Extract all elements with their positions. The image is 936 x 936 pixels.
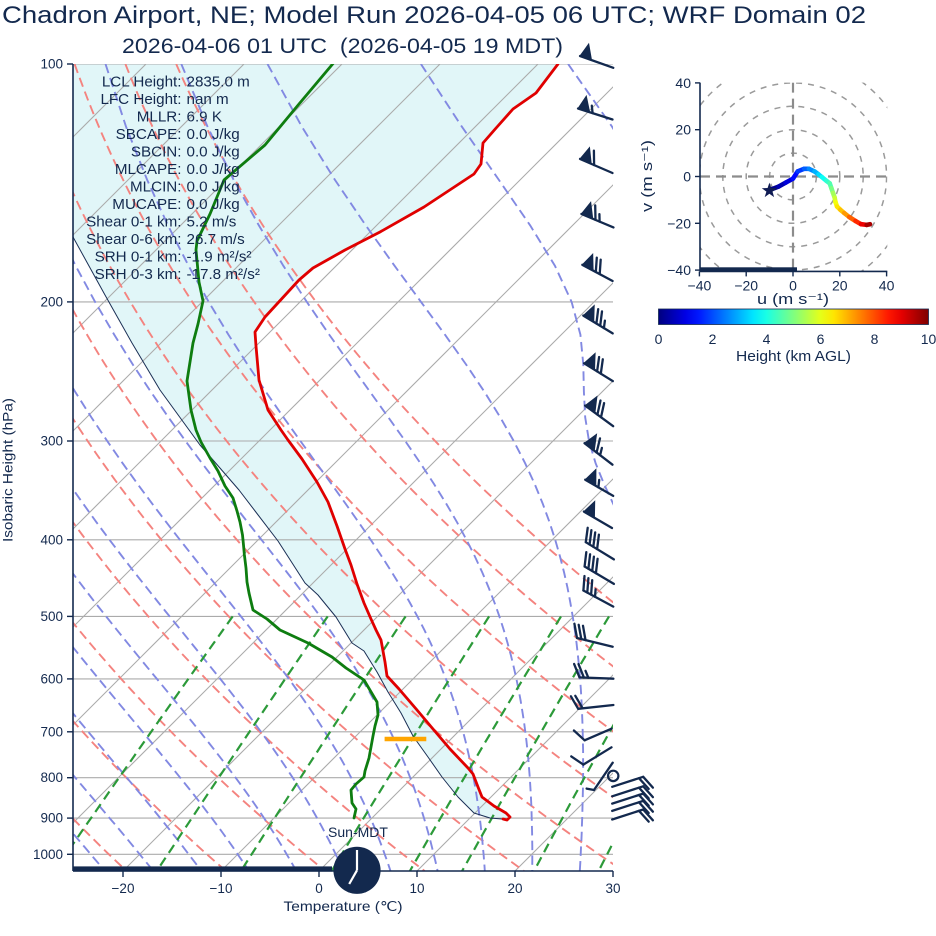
svg-text:-1.9 m²/s²: -1.9 m²/s²	[187, 248, 252, 265]
svg-text:SRH 0-3 km:: SRH 0-3 km:	[95, 266, 182, 283]
svg-text:0: 0	[789, 277, 797, 293]
svg-text:200: 200	[40, 294, 63, 309]
svg-text:0: 0	[655, 331, 663, 347]
svg-text:0.0 J/kg: 0.0 J/kg	[187, 178, 240, 195]
svg-text:−20: −20	[734, 277, 758, 293]
svg-text:nan m: nan m	[187, 91, 229, 108]
svg-text:400: 400	[40, 532, 63, 547]
svg-text:MLCIN:: MLCIN:	[130, 178, 181, 195]
svg-text:2026-04-06 01 UTC (2026-04-05: 2026-04-06 01 UTC (2026-04-05 19 MDT)	[122, 35, 563, 58]
svg-text:40: 40	[879, 277, 895, 293]
svg-text:10: 10	[409, 881, 424, 896]
svg-text:−20: −20	[112, 881, 135, 896]
svg-text:30: 30	[605, 881, 620, 896]
svg-text:10: 10	[921, 331, 936, 347]
svg-text:0: 0	[315, 881, 323, 896]
svg-text:LCL Height:: LCL Height:	[102, 74, 182, 91]
svg-text:MLCAPE:: MLCAPE:	[115, 161, 182, 178]
svg-text:20: 20	[832, 277, 848, 293]
svg-text:−40: −40	[688, 277, 712, 293]
svg-text:1000: 1000	[33, 847, 63, 862]
svg-text:26.7 m/s: 26.7 m/s	[187, 231, 246, 248]
svg-text:Shear 0-1 km:: Shear 0-1 km:	[86, 213, 181, 230]
svg-text:6: 6	[817, 331, 825, 347]
svg-text:v (m s⁻¹): v (m s⁻¹)	[639, 140, 656, 212]
svg-text:−10: −10	[210, 881, 233, 896]
svg-text:Temperature (℃): Temperature (℃)	[284, 898, 403, 914]
svg-text:8: 8	[871, 331, 879, 347]
svg-text:0.0 J/kg: 0.0 J/kg	[187, 126, 240, 143]
svg-text:100: 100	[40, 57, 63, 72]
svg-text:0.0 J/kg: 0.0 J/kg	[187, 196, 240, 213]
svg-text:0.0 J/kg: 0.0 J/kg	[187, 144, 240, 161]
svg-text:MUCAPE:: MUCAPE:	[112, 196, 181, 213]
svg-text:900: 900	[40, 811, 63, 826]
svg-text:5.2 m/s: 5.2 m/s	[187, 213, 237, 230]
svg-text:2: 2	[709, 331, 717, 347]
svg-text:Shear 0-6 km:: Shear 0-6 km:	[86, 231, 181, 248]
svg-text:Height (km AGL): Height (km AGL)	[736, 348, 851, 365]
svg-text:SRH 0-1 km:: SRH 0-1 km:	[95, 248, 182, 265]
svg-text:2835.0 m: 2835.0 m	[187, 74, 250, 91]
svg-text:4: 4	[763, 331, 771, 347]
svg-text:−40: −40	[667, 262, 691, 278]
svg-text:6.9 K: 6.9 K	[187, 109, 222, 126]
svg-text:-17.8 m²/s²: -17.8 m²/s²	[187, 266, 260, 283]
svg-text:500: 500	[40, 609, 63, 624]
svg-text:0: 0	[683, 169, 691, 185]
svg-text:40: 40	[675, 75, 691, 91]
svg-text:300: 300	[40, 434, 63, 449]
svg-text:20: 20	[507, 881, 522, 896]
svg-text:SBCAPE:: SBCAPE:	[116, 126, 182, 143]
svg-text:800: 800	[40, 770, 63, 785]
svg-text:600: 600	[40, 671, 63, 686]
svg-text:Sun-MDT: Sun-MDT	[328, 824, 388, 840]
svg-text:700: 700	[40, 724, 63, 739]
svg-text:Isobaric Height (hPa): Isobaric Height (hPa)	[0, 398, 16, 542]
svg-text:−20: −20	[667, 215, 691, 231]
svg-text:Chadron Airport, NE; Model Run: Chadron Airport, NE; Model Run 2026-04-0…	[2, 2, 866, 29]
svg-text:0.0 J/kg: 0.0 J/kg	[187, 161, 240, 178]
svg-text:20: 20	[675, 122, 691, 138]
svg-text:u (m s⁻¹): u (m s⁻¹)	[757, 291, 829, 308]
svg-text:MLLR:: MLLR:	[137, 109, 182, 126]
svg-text:LFC Height:: LFC Height:	[100, 91, 181, 108]
svg-text:SBCIN:: SBCIN:	[131, 144, 182, 161]
